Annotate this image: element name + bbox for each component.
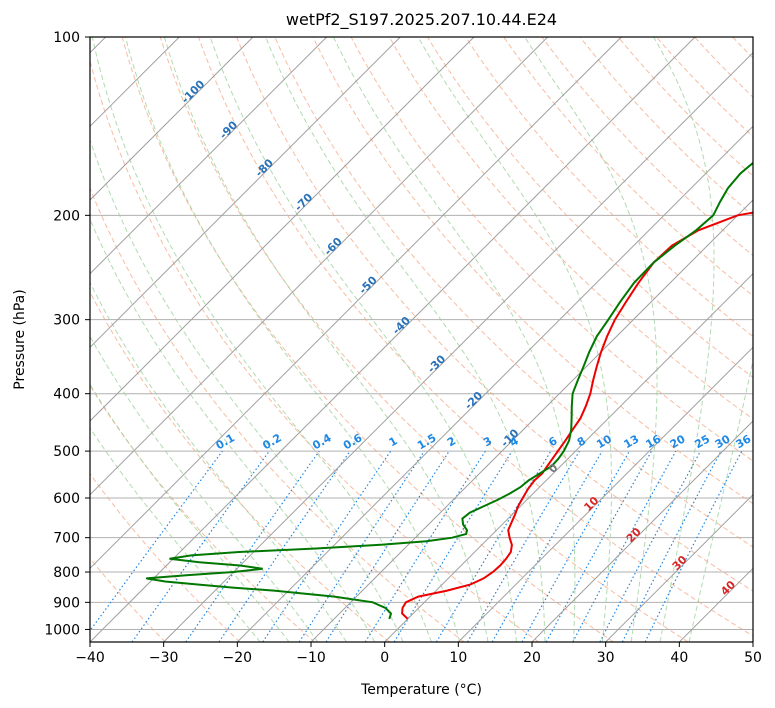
- y-tick-label: 500: [53, 444, 80, 460]
- y-tick-label: 100: [53, 30, 80, 46]
- y-tick-label: 200: [53, 208, 80, 224]
- x-tick-label: 30: [597, 650, 615, 666]
- moist-adiabat-line: [90, 383, 290, 642]
- y-axis-label: Pressure (hPa): [12, 289, 28, 389]
- dry-adiabat-line: [121, 37, 614, 642]
- mixing-ratio-line: [545, 450, 653, 642]
- axes: −40 −30 −20 −10 0 10 20 30 40 50 100 200 300 400 500 60…: [44, 30, 762, 666]
- dry-adiabat-line: [90, 59, 540, 642]
- y-tick-label: 900: [53, 595, 80, 611]
- x-tick-label: −20: [223, 650, 253, 666]
- plot-frame: [89, 36, 754, 643]
- isotherm-line: [90, 37, 696, 642]
- y-tick-label: 400: [53, 387, 80, 403]
- isotherm-line: [457, 346, 753, 642]
- mixing-ratio-line: [644, 450, 743, 642]
- dry-adiabat-line: [90, 384, 316, 642]
- isotherm-line: [90, 37, 549, 496]
- moist-adiabat-line: [209, 37, 517, 642]
- mixing-ratio-line: [572, 450, 677, 642]
- x-tick-label: 20: [523, 650, 541, 666]
- mixing-ratio-line: [90, 450, 223, 632]
- moist-adiabat-line: [163, 37, 489, 642]
- mixing-ratio-line: [298, 450, 425, 642]
- isotherm-line: [310, 199, 753, 642]
- moist-adiabat-line: [524, 37, 658, 642]
- isotherm-line: [90, 37, 328, 275]
- dry-adiabat-line: [90, 186, 465, 642]
- moist-adiabat-line: [688, 358, 753, 642]
- y-tick-label: 700: [53, 531, 80, 547]
- mixing-ratio-line: [131, 450, 270, 642]
- mixing-ratio-line: [393, 450, 513, 642]
- mixing-ratio-line: [325, 450, 450, 642]
- x-tick-label: 10: [449, 650, 467, 666]
- dewpoint-profile-line: [146, 161, 753, 620]
- x-tick-label: 50: [744, 650, 762, 666]
- mixing-ratio-line: [218, 450, 351, 642]
- dry-adiabat-line: [465, 37, 753, 337]
- mixing-ratio-line: [262, 450, 392, 642]
- dry-adiabat-line: [579, 37, 753, 217]
- dry-adiabat-line: [236, 37, 753, 592]
- x-tick-label: 0: [380, 650, 389, 666]
- y-tick-label: 300: [53, 313, 80, 329]
- chart-title: wetPf2_S197.2025.207.10.44.E24: [286, 10, 557, 30]
- moist-adiabat-line: [90, 138, 404, 642]
- profiles: [146, 161, 753, 620]
- moist-adiabat-line: [91, 37, 432, 642]
- x-tick-label: −10: [296, 650, 326, 666]
- isotherm-line: [236, 125, 753, 642]
- moist-adiabat-line: [90, 281, 347, 642]
- dry-adiabat-line: [274, 37, 753, 548]
- x-axis-label: Temperature (°C): [360, 682, 482, 698]
- x-tick-label: −40: [75, 650, 105, 666]
- y-tick-label: 800: [53, 565, 80, 581]
- isotherm-line: [384, 272, 753, 642]
- isotherm-line: [90, 37, 254, 201]
- dry-adiabat-line: [90, 291, 390, 642]
- isotherm-line: [163, 51, 753, 642]
- mixing-ratio-line: [185, 450, 320, 642]
- isotherm-line: [531, 420, 753, 642]
- moist-adiabat-line: [90, 335, 319, 642]
- dry-adiabat-line: [90, 472, 241, 642]
- moist-adiabat-line: [417, 37, 612, 642]
- moist-adiabat-line: [125, 37, 461, 642]
- x-tick-label: −30: [149, 650, 179, 666]
- x-tick-label: 40: [670, 650, 688, 666]
- mixing-ratio-line: [521, 450, 631, 642]
- moist-adiabat-line: [90, 217, 376, 642]
- background-lines: [90, 37, 753, 642]
- dry-adiabat-line: [159, 37, 689, 642]
- dry-adiabat-line: [350, 37, 753, 462]
- dry-adiabat-line: [426, 37, 753, 378]
- temperature-profile-line: [401, 211, 753, 620]
- dry-adiabat-line: [312, 37, 753, 505]
- moist-adiabat-line: [265, 37, 546, 642]
- y-tick-label: 1000: [44, 622, 80, 638]
- y-tick-label: 600: [53, 491, 80, 507]
- isotherm-line: [605, 493, 753, 642]
- moist-adiabat-line: [653, 37, 715, 642]
- isotherm-line: [90, 37, 401, 349]
- isotherm-line: [90, 37, 622, 570]
- moist-adiabat-line: [90, 427, 261, 642]
- isotherm-line: [90, 37, 475, 422]
- moist-adiabat-line: [332, 37, 576, 642]
